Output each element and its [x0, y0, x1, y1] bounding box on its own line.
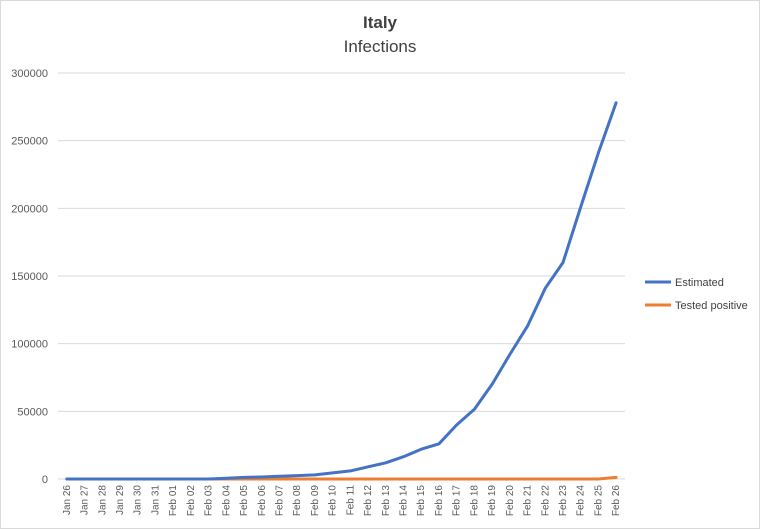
y-axis-ticks: 0 50000 100000 150000 200000 250000 300000	[11, 68, 48, 486]
x-tick-label: Jan 26	[62, 485, 73, 515]
x-tick-label: Feb 07	[274, 485, 285, 517]
x-tick-label: Jan 29	[115, 485, 126, 515]
x-tick-label: Feb 24	[576, 485, 587, 517]
x-tick-label: Feb 23	[558, 485, 569, 517]
x-tick-label: Feb 19	[487, 485, 498, 517]
x-tick-label: Feb 03	[204, 485, 215, 517]
y-tick-label: 250000	[11, 136, 48, 148]
x-tick-label: Feb 15	[416, 485, 427, 517]
x-tick-label: Feb 20	[505, 485, 516, 517]
gridlines	[58, 72, 625, 480]
y-tick-label: 300000	[11, 68, 48, 80]
x-tick-label: Feb 08	[292, 485, 303, 517]
x-tick-label: Feb 06	[257, 485, 268, 517]
y-tick-label: 200000	[11, 203, 48, 215]
chart-title: Italy	[363, 13, 398, 32]
x-axis-ticks: Jan 26 Jan 27 Jan 28 Jan 29 Jan 30 Jan 31 Feb …	[62, 485, 622, 517]
x-tick-label: Feb 25	[593, 485, 604, 517]
x-tick-label: Feb 10	[328, 485, 339, 517]
x-tick-label: Feb 22	[540, 485, 551, 517]
x-tick-label: Feb 16	[434, 485, 445, 517]
x-tick-label: Jan 27	[80, 485, 91, 515]
x-tick-label: Feb 18	[469, 485, 480, 517]
series-line-estimated	[65, 101, 618, 481]
x-tick-label: Feb 14	[399, 485, 410, 517]
x-tick-label: Feb 02	[186, 485, 197, 517]
legend: Estimated Tested positive	[645, 277, 748, 312]
x-tick-label: Jan 31	[150, 485, 161, 515]
x-tick-label: Feb 26	[611, 485, 622, 517]
y-tick-label: 100000	[11, 339, 48, 351]
x-tick-label: Feb 01	[168, 485, 179, 517]
x-tick-label: Feb 21	[523, 485, 534, 517]
y-tick-label: 50000	[17, 406, 48, 418]
x-tick-label: Feb 11	[345, 485, 356, 516]
x-tick-label: Feb 04	[221, 485, 232, 517]
chart-subtitle: Infections	[344, 37, 417, 56]
y-tick-label: 150000	[11, 271, 48, 283]
x-tick-label: Jan 28	[97, 485, 108, 515]
x-tick-label: Jan 30	[133, 485, 144, 515]
x-tick-label: Feb 09	[310, 485, 321, 517]
legend-label: Tested positive	[675, 300, 748, 312]
series-lines	[65, 101, 618, 481]
x-tick-label: Feb 17	[452, 485, 463, 517]
y-tick-label: 0	[42, 474, 48, 486]
x-tick-label: Feb 12	[363, 485, 374, 517]
legend-label: Estimated	[675, 277, 724, 289]
x-tick-label: Feb 05	[239, 485, 250, 517]
x-tick-label: Feb 13	[381, 485, 392, 517]
